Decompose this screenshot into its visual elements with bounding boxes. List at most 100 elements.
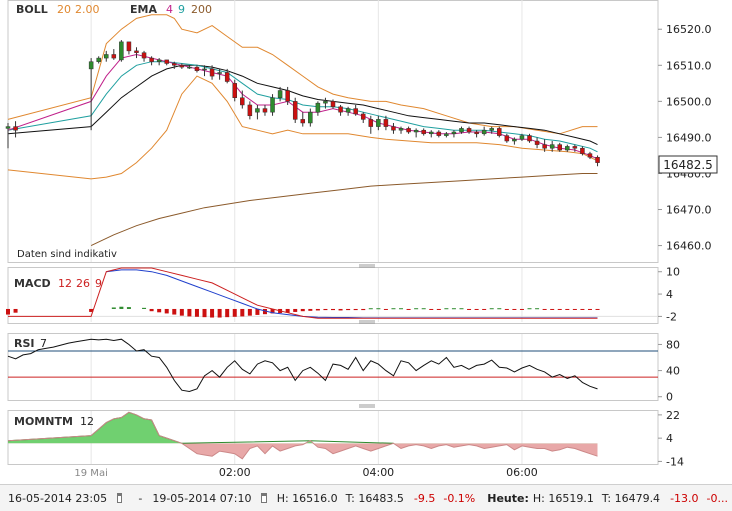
momentum-line <box>7 411 598 460</box>
candle-body <box>466 128 472 133</box>
bollinger-lower-band <box>7 75 598 180</box>
candlestick <box>224 68 230 84</box>
candlestick <box>580 146 585 156</box>
candlestick <box>292 97 298 123</box>
candle-body <box>240 97 245 106</box>
panel-resize-handle[interactable] <box>359 404 375 408</box>
calendar-from-icon[interactable] <box>117 493 123 503</box>
macd-histogram-bar <box>436 308 441 310</box>
candle-body <box>134 50 139 53</box>
macd-histogram-bar <box>293 308 298 312</box>
macd-histogram-bar <box>406 308 411 310</box>
candlestick <box>595 155 600 167</box>
rsi-line <box>7 338 598 393</box>
candle-body <box>247 104 253 117</box>
y-tick-label: 10 <box>666 266 680 279</box>
macd-histogram-bar <box>414 308 419 310</box>
candlestick <box>323 97 328 109</box>
rsi-legend[interactable]: RSI 7 <box>14 337 47 350</box>
macd-histogram-bar <box>557 308 562 310</box>
candlestick <box>444 132 449 138</box>
bollinger-upper-band <box>7 14 598 135</box>
candlestick <box>527 133 532 143</box>
macd-series <box>6 267 658 319</box>
macd-histogram-bar <box>550 308 555 310</box>
candlestick <box>232 79 237 102</box>
candle-body <box>421 129 426 135</box>
period-change-pct: -0.1% <box>443 491 476 505</box>
candlestick <box>572 144 578 152</box>
candlestick <box>240 90 245 109</box>
macd-histogram-bar <box>346 308 351 311</box>
macd-histogram-bar <box>119 306 124 309</box>
macd-histogram-bar <box>489 308 494 310</box>
macd-histogram-bar <box>421 308 426 310</box>
candle-body <box>119 41 124 61</box>
candlestick <box>466 126 472 134</box>
y-tick-label: 80 <box>666 338 680 351</box>
macd-histogram-bar <box>210 308 215 318</box>
candlestick <box>376 115 381 131</box>
panel-resize-handle[interactable] <box>359 320 375 324</box>
ema-200-line <box>90 173 598 247</box>
candlestick <box>512 137 517 145</box>
candlestick <box>345 106 351 116</box>
candlestick <box>481 126 487 136</box>
candle-body <box>187 66 192 69</box>
boll-period: 20 <box>57 3 71 16</box>
main-price-panel <box>7 0 659 263</box>
candlestick <box>156 58 162 66</box>
macd-histogram-bar <box>399 308 404 310</box>
candle-body <box>534 140 540 145</box>
macd-histogram-bar <box>474 308 479 310</box>
boll-legend[interactable]: BOLL 20 2.00 <box>16 3 100 16</box>
candle-body <box>542 144 547 149</box>
candlestick <box>557 142 562 152</box>
ema-slow-line <box>7 64 598 146</box>
candlestick <box>474 130 479 138</box>
period-change: -9.5 <box>413 491 436 505</box>
macd-fast: 12 <box>58 277 72 290</box>
candle-body <box>209 68 215 77</box>
candle-body <box>512 138 517 142</box>
macd-histogram-bar <box>391 308 396 310</box>
candle-body <box>13 126 18 131</box>
macd-legend[interactable]: MACD 12 26 9 <box>14 277 102 290</box>
candle-body <box>572 146 578 149</box>
candle-body <box>360 113 366 120</box>
macd-histogram-bar <box>164 308 169 314</box>
macd-histogram-bar <box>595 308 600 310</box>
candle-body <box>587 153 593 158</box>
macd-histogram-bar <box>497 308 502 310</box>
candlestick <box>565 144 570 152</box>
macd-histogram-bar <box>451 308 456 310</box>
candlestick <box>194 65 200 73</box>
candle-body <box>172 63 177 66</box>
candle-body <box>141 52 147 59</box>
candlestick <box>436 130 442 138</box>
y-tick-label: 16520.0 <box>666 23 712 36</box>
momentum-legend[interactable]: MOMNTM 12 <box>14 415 94 428</box>
macd-histogram-bar <box>89 308 94 312</box>
calendar-to-icon[interactable] <box>261 493 267 503</box>
boll-deviation: 2.00 <box>75 3 100 16</box>
macd-histogram-bar <box>527 308 532 310</box>
candlestick <box>104 50 109 62</box>
candlestick <box>149 56 154 66</box>
macd-histogram-bar <box>13 308 18 313</box>
macd-histogram-bar <box>194 308 199 317</box>
ema-legend[interactable]: EMA 4 9 200 <box>130 3 212 16</box>
candle-body <box>413 129 419 133</box>
candlestick <box>330 99 336 109</box>
candlestick <box>519 133 525 142</box>
candlestick <box>88 58 94 131</box>
indicative-note: Daten sind indikativ <box>17 249 117 260</box>
macd-histogram-bar <box>308 308 313 311</box>
panel-resize-handle[interactable] <box>359 264 375 268</box>
candle-body <box>104 54 109 59</box>
macd-histogram-bar <box>202 308 207 318</box>
candle-body <box>330 101 336 108</box>
current-price-label: 16482.5 <box>663 158 713 172</box>
candle-body <box>255 108 260 113</box>
range-to: 19-05-2014 07:10 <box>152 491 252 505</box>
